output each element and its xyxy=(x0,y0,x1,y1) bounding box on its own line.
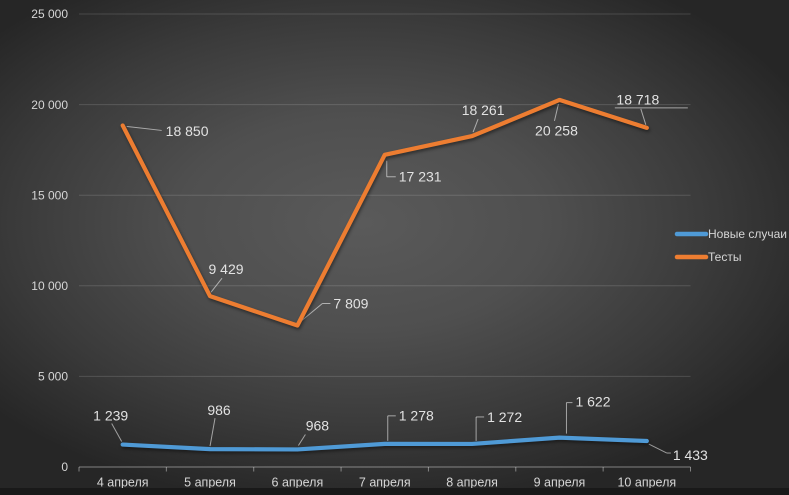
data-label: 1 433 xyxy=(673,447,708,463)
x-axis-label: 4 апреля xyxy=(97,476,149,490)
data-label: 9 429 xyxy=(209,261,244,277)
data-label: 7 809 xyxy=(333,295,368,311)
x-axis-label: 5 апреля xyxy=(184,476,236,490)
y-axis-label: 5 000 xyxy=(38,370,68,384)
data-label: 968 xyxy=(306,417,330,433)
y-axis-label: 20 000 xyxy=(31,98,68,112)
data-label: 1 622 xyxy=(575,393,610,409)
data-label-leader-line xyxy=(648,443,668,454)
data-label: 986 xyxy=(207,402,231,418)
x-axis-label: 6 апреля xyxy=(272,476,324,490)
data-label-leader-line xyxy=(209,418,216,447)
data-label: 1 278 xyxy=(399,408,434,424)
series-line-tests[interactable] xyxy=(120,97,649,328)
y-axis-label: 10 000 xyxy=(31,279,68,293)
x-axis-label: 10 апреля xyxy=(617,476,676,490)
data-label-leader-line xyxy=(210,277,223,293)
data-label-leader-line xyxy=(553,103,559,122)
y-axis-label: 25 000 xyxy=(31,7,68,21)
data-label: 18 850 xyxy=(166,123,209,139)
data-label: 1 239 xyxy=(93,407,128,423)
data-label: 20 258 xyxy=(535,123,578,139)
y-axis-label: 15 000 xyxy=(31,188,68,202)
data-label: 17 231 xyxy=(399,169,442,185)
data-label-leader-line xyxy=(297,434,306,446)
legend-label: Новые случаи xyxy=(708,227,787,241)
window-bottom-edge xyxy=(0,488,789,495)
data-label: 18 261 xyxy=(462,102,505,118)
data-label-leader-line xyxy=(126,125,162,131)
data-label: 1 272 xyxy=(487,409,522,425)
x-axis-label: 9 апреля xyxy=(534,476,586,490)
series-line-new-cases[interactable] xyxy=(120,435,649,452)
data-label-leader-line xyxy=(640,108,647,125)
data-label-leader-line xyxy=(111,423,123,442)
data-label-leader-line xyxy=(472,118,479,133)
data-label-leader-line xyxy=(299,303,323,323)
x-axis-label: 7 апреля xyxy=(359,476,411,490)
data-label: 18 718 xyxy=(616,92,659,108)
x-axis-label: 8 апреля xyxy=(446,476,498,490)
legend-item-new-cases[interactable]: Новые случаи xyxy=(674,227,787,241)
legend-item-tests[interactable]: Тесты xyxy=(674,250,741,264)
legend-label: Тесты xyxy=(708,250,741,264)
y-axis-label: 0 xyxy=(61,460,68,474)
